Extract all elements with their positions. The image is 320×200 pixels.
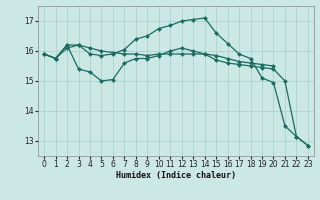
X-axis label: Humidex (Indice chaleur): Humidex (Indice chaleur) — [116, 171, 236, 180]
